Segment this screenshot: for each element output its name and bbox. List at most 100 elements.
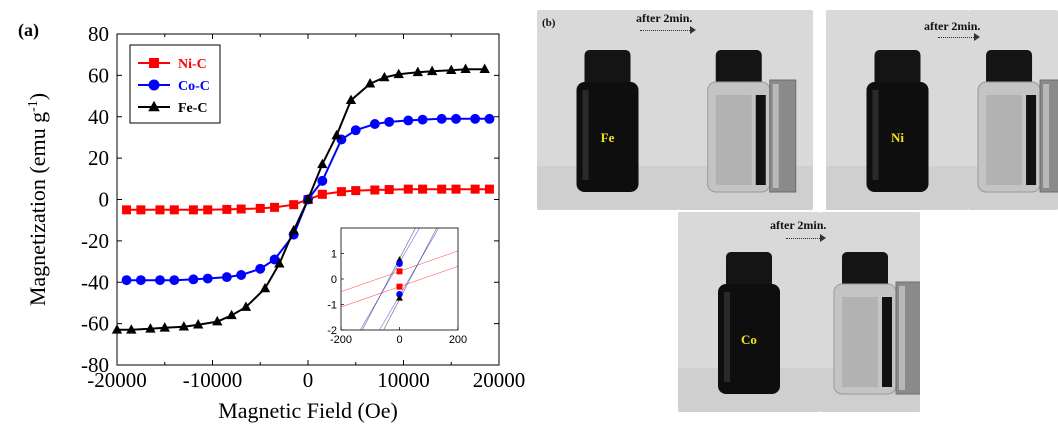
vial-cap [842,252,888,290]
data-point-fe-c [379,71,390,82]
y-tick-label-8: 80 [88,22,109,46]
legend-marker-co-c [148,79,160,91]
data-point-ni-c [155,205,165,215]
after-2min-label-2: after 2min. [924,19,981,33]
vial-liquid [842,297,878,387]
data-point-co-c [169,275,180,286]
data-point-co-c [417,114,428,125]
magnetization-chart: (a)-20000 -10000 0 10000 20000-80-60-40-2002… [18,20,526,423]
vial-body [866,82,929,192]
y-tick-label-7: 60 [88,63,109,87]
vial-illustration [969,10,1058,210]
data-point-ni-c [169,205,179,215]
vial-highlight [724,292,730,382]
data-point-co-c [350,125,361,136]
attracted-particles [1026,95,1037,185]
inset-marker-2 [396,268,403,275]
y-tick-label-5: 20 [88,146,109,170]
inset-x-tick-label-2: 200 [449,334,467,346]
panel-a-label: (a) [18,20,39,41]
vial-illustration [820,212,920,412]
x-tick-label-1: -10000 [183,368,243,392]
data-point-co-c [369,119,380,129]
vial-cap [986,50,1033,88]
data-point-fe-c [302,193,314,204]
data-point-co-c [403,115,414,126]
legend-marker-fe-c [148,100,160,112]
photo-co-separated [820,212,920,412]
data-point-co-c [255,263,266,274]
data-point-fe-c [364,78,376,88]
data-point-fe-c [178,321,190,331]
after-2min-label-3: after 2min. [770,218,827,232]
data-point-fe-c [412,66,423,77]
data-point-co-c [135,275,146,286]
legend-label-co-c: Co-C [178,79,210,94]
arrow-head-1 [690,26,696,34]
vial-illustration: Ni [826,10,969,210]
data-point-fe-c [317,158,328,169]
y-tick-label-6: 40 [88,105,109,129]
data-point-ni-c [451,184,461,194]
data-point-ni-c [470,184,480,194]
data-point-co-c [188,274,199,285]
photo-fe-dispersed: Fe [537,10,678,210]
vial-cap [584,50,631,88]
data-point-ni-c [236,204,246,214]
data-point-ni-c [270,202,280,212]
y-tick-label-0: -80 [81,353,109,377]
data-point-fe-c [426,65,438,76]
data-point-fe-c [479,63,490,73]
attracted-particles [882,297,892,387]
data-point-ni-c [222,204,232,214]
arrow-1 [640,30,690,31]
vial-illustration: Co [678,212,820,412]
data-point-co-c [384,116,395,127]
data-point-co-c [202,273,213,284]
inset-frame [340,227,459,331]
magnet-highlight [1043,84,1050,188]
data-point-co-c [470,113,481,124]
photo-co-dispersed: Co [678,212,820,412]
x-tick-label-4: 20000 [473,368,526,392]
attracted-particles [755,95,766,185]
data-point-fe-c [288,224,299,235]
vial-body [576,82,639,192]
x-tick-label-2: 0 [303,368,314,392]
arrow-3 [786,238,820,239]
data-point-ni-c [403,184,413,194]
y-tick-label-4: 0 [99,188,110,212]
inset-marker-1 [396,260,403,268]
data-point-fe-c [159,322,170,332]
y-tick-label-1: -60 [81,312,109,336]
inset-marker-3 [396,283,403,290]
data-point-ni-c [351,186,361,196]
data-point-fe-c [331,129,342,140]
data-point-fe-c [111,324,123,334]
inset-y-tick-label-1: -1 [327,300,337,312]
data-point-co-c [317,175,328,186]
inset-marker-4 [396,291,403,298]
data-point-ni-c [255,203,265,213]
vial-cap [726,252,772,290]
inset-x-tick-label-0: -200 [330,334,352,346]
data-point-fe-c [446,64,457,75]
vial-body [718,284,780,394]
inset-marker-0 [396,256,403,263]
data-point-fe-c [212,315,223,326]
vial-element-label: Co [741,332,757,347]
vial-cap [715,50,762,88]
data-point-ni-c [484,184,494,194]
data-point-ni-c [136,205,146,215]
inset-y-tick-label-2: 0 [331,274,337,286]
x-tick-label-0: -20000 [87,368,147,392]
magnet-highlight [772,84,779,188]
legend-label-ni-c: Ni-C [178,57,207,72]
data-point-ni-c [336,187,346,197]
inset-y-tick-label-0: -2 [327,325,337,337]
legend-label-fe-c: Fe-C [178,101,208,116]
photo-ni-dispersed: Ni [826,10,969,210]
inset-y-tick-label-3: 1 [331,249,337,261]
vial-illustration [678,10,813,210]
data-point-ni-c [122,205,132,215]
